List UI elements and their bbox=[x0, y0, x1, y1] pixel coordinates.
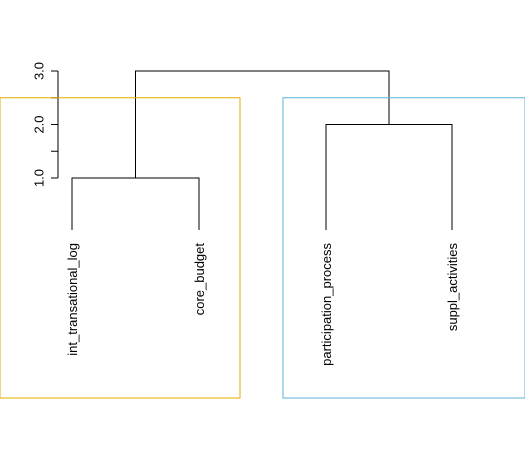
cluster-box-1 bbox=[0, 97, 241, 399]
y-axis: 1.0 2.0 3.0 bbox=[31, 62, 59, 187]
leaf-label-suppl_activities: suppl_activities bbox=[445, 243, 460, 332]
y-tick-label-4: 3.0 bbox=[31, 62, 46, 80]
merge-1 bbox=[71, 177, 200, 230]
y-tick-label-2: 2.0 bbox=[31, 115, 46, 133]
y-tick-label-0: 1.0 bbox=[31, 169, 46, 187]
cluster-box-2 bbox=[282, 97, 525, 399]
dendrogram-tree bbox=[71, 70, 453, 230]
leaf-label-core_budget: core_budget bbox=[192, 243, 207, 316]
merge-2 bbox=[325, 124, 453, 230]
leaf-labels: int_transational_log core_budget participa… bbox=[65, 243, 460, 366]
leaf-label-int_transational_log: int_transational_log bbox=[65, 243, 80, 356]
leaf-label-participation_process: participation_process bbox=[319, 243, 334, 366]
cluster-boxes bbox=[0, 97, 525, 399]
